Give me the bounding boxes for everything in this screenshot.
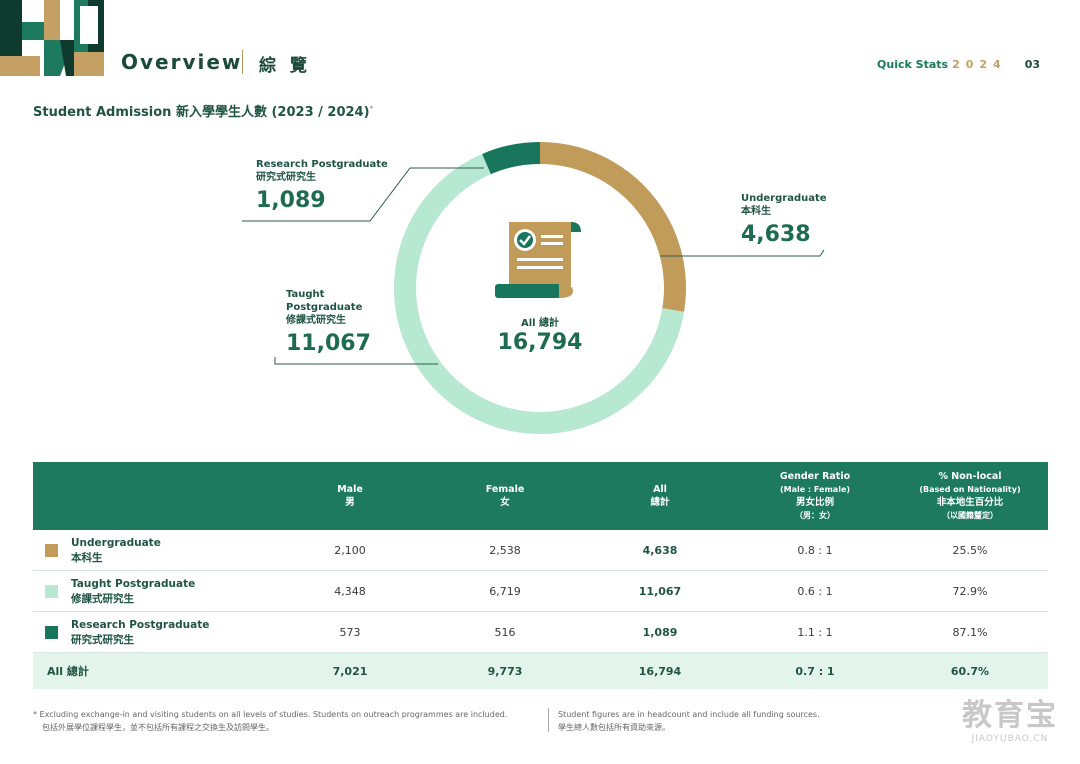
- th-nonlocal-sub: (Based on Nationality): [919, 485, 1021, 494]
- callout-undergraduate-zh: 本科生: [741, 206, 771, 217]
- cell-nonlocal: 72.9%: [952, 585, 988, 598]
- callout-taught-value: 11,067: [286, 331, 371, 356]
- row-label-en: Research Postgraduate: [71, 618, 210, 631]
- cell-all: 11,067: [638, 585, 682, 598]
- legend-swatch-research: [45, 626, 58, 639]
- callout-undergraduate-value: 4,638: [741, 222, 811, 247]
- callout-research-zh: 研究式研究生: [256, 172, 316, 183]
- footnote-divider: [548, 708, 549, 732]
- footnote-mark: *: [369, 104, 374, 113]
- footnote-right: Student figures are in headcount and inc…: [558, 708, 878, 734]
- cell-nonlocal: 87.1%: [952, 626, 988, 639]
- callout-undergraduate-en: Undergraduate: [741, 193, 827, 204]
- footnote-right-en: Student figures are in headcount and inc…: [558, 710, 820, 719]
- cell-all: 4,638: [642, 544, 678, 557]
- th-ratio-sub: (Male : Female): [779, 485, 851, 494]
- footnote-left-zh: 包括外展學位課程學生，並不包括所有課程之交換生及訪問學生。: [42, 723, 274, 732]
- cell-female: 2,538: [489, 544, 521, 557]
- th-non-local: % Non-local (Based on Nationality) 非本地生百…: [905, 462, 1035, 530]
- section-title: Student Admission 新入學學生人數 (2023 / 2024)*: [33, 101, 373, 120]
- table-row: Research Postgraduate 研究式研究生 573 516 1,0…: [33, 612, 1048, 653]
- admission-donut-chart: [393, 142, 686, 434]
- total-nonlocal: 60.7%: [950, 664, 990, 678]
- callout-taught-en-1: Taught: [286, 289, 325, 300]
- cell-male: 573: [339, 626, 361, 639]
- th-all: All 總計: [600, 462, 720, 530]
- table-row: Undergraduate 本科生 2,100 2,538 4,638 0.8 …: [33, 530, 1048, 571]
- th-ratio-zh: 男女比例: [795, 497, 834, 508]
- watermark-main: 教育宝: [962, 698, 1058, 733]
- th-nonlocal-zh: 非本地生百分比: [936, 497, 1004, 508]
- total-all: 16,794: [638, 664, 682, 678]
- callout-research-value: 1,089: [256, 188, 326, 213]
- watermark-sub: JIAOYUBAO.CN: [971, 734, 1049, 744]
- total-male: 7,021: [332, 664, 368, 678]
- th-male-zh: 男: [345, 497, 355, 508]
- quick-stats-header: Quick Stats 2024 03: [877, 58, 1040, 71]
- total-label: All 總計: [47, 665, 89, 678]
- total-ratio: 0.7 : 1: [795, 664, 835, 678]
- cell-female: 516: [494, 626, 516, 639]
- row-label-en: Undergraduate: [71, 536, 161, 549]
- th-gender-ratio: Gender Ratio (Male : Female) 男女比例 （男：女）: [755, 462, 875, 530]
- legend-swatch-undergraduate: [45, 544, 58, 557]
- row-label-zh: 本科生: [71, 551, 103, 564]
- th-nonlocal-en: % Non-local: [938, 471, 1002, 482]
- th-ratio-zh-sub: （男：女）: [795, 511, 835, 520]
- th-female-en: Female: [485, 484, 525, 495]
- row-label: Undergraduate 本科生: [71, 530, 161, 571]
- admission-table: Male 男 Female 女 All 總計 Gender Ratio (Mal…: [33, 462, 1048, 689]
- cell-ratio: 0.6 : 1: [797, 585, 833, 598]
- table-total-row: All 總計 7,021 9,773 16,794 0.7 : 1 60.7%: [33, 653, 1048, 689]
- cell-ratio: 0.8 : 1: [797, 544, 833, 557]
- quick-stats-label: Quick Stats: [877, 58, 949, 71]
- page-title: Overview: [121, 50, 243, 74]
- total-female: 9,773: [487, 664, 523, 678]
- hku-logo: [0, 0, 104, 76]
- table-header: Male 男 Female 女 All 總計 Gender Ratio (Mal…: [33, 462, 1048, 530]
- th-male-en: Male: [337, 484, 363, 495]
- footnote-left-en: * Excluding exchange-in and visiting stu…: [33, 710, 508, 719]
- th-female-zh: 女: [500, 497, 510, 508]
- row-label: Research Postgraduate 研究式研究生: [71, 612, 209, 653]
- cell-female: 6,719: [489, 585, 521, 598]
- cell-nonlocal: 25.5%: [952, 544, 988, 557]
- footnote-left: * Excluding exchange-in and visiting stu…: [33, 708, 543, 734]
- callout-research: Research Postgraduate 研究式研究生 1,089: [256, 158, 388, 215]
- callout-taught-zh: 修課式研究生: [286, 315, 346, 326]
- donut-segment-research: [482, 142, 540, 175]
- watermark: 教育宝 JIAOYUBAO.CN: [962, 690, 1058, 744]
- table-row: Taught Postgraduate 修課式研究生 4,348 6,719 1…: [33, 571, 1048, 612]
- callout-taught-en-2: Postgraduate: [286, 302, 363, 313]
- donut-center-label: All 總計: [520, 318, 560, 329]
- donut-center-total: 16,794: [497, 330, 583, 355]
- cell-male: 2,100: [334, 544, 366, 557]
- callout-taught: Taught Postgraduate 修課式研究生 11,067: [286, 288, 371, 358]
- th-all-zh: 總計: [650, 497, 670, 508]
- callout-undergraduate: Undergraduate 本科生 4,638: [741, 192, 827, 249]
- cell-all: 1,089: [642, 626, 678, 639]
- th-all-en: All: [653, 484, 667, 495]
- th-female: Female 女: [445, 462, 565, 530]
- page-number: 03: [1024, 58, 1040, 71]
- cell-ratio: 1.1 : 1: [797, 626, 833, 639]
- row-label: Taught Postgraduate 修課式研究生: [71, 571, 195, 612]
- th-ratio-en: Gender Ratio: [779, 471, 851, 482]
- legend-swatch-taught: [45, 585, 58, 598]
- section-title-text: Student Admission 新入學學生人數 (2023 / 2024): [33, 105, 370, 120]
- certificate-scroll-icon: [495, 222, 581, 298]
- callout-research-en: Research Postgraduate: [256, 159, 388, 170]
- donut-segment-undergraduate: [540, 142, 686, 312]
- th-nonlocal-zh-sub: （以國籍釐定）: [942, 511, 998, 520]
- title-divider: [242, 50, 243, 74]
- row-label-en: Taught Postgraduate: [71, 577, 196, 590]
- th-male: Male 男: [290, 462, 410, 530]
- page-title-zh: 綜 覽: [259, 56, 311, 76]
- row-label-zh: 研究式研究生: [71, 633, 134, 646]
- footnote-right-zh: 學生總人數包括所有資助來源。: [558, 723, 670, 732]
- quick-stats-year: 2024: [952, 58, 1007, 71]
- row-label-zh: 修課式研究生: [71, 592, 134, 605]
- cell-male: 4,348: [334, 585, 366, 598]
